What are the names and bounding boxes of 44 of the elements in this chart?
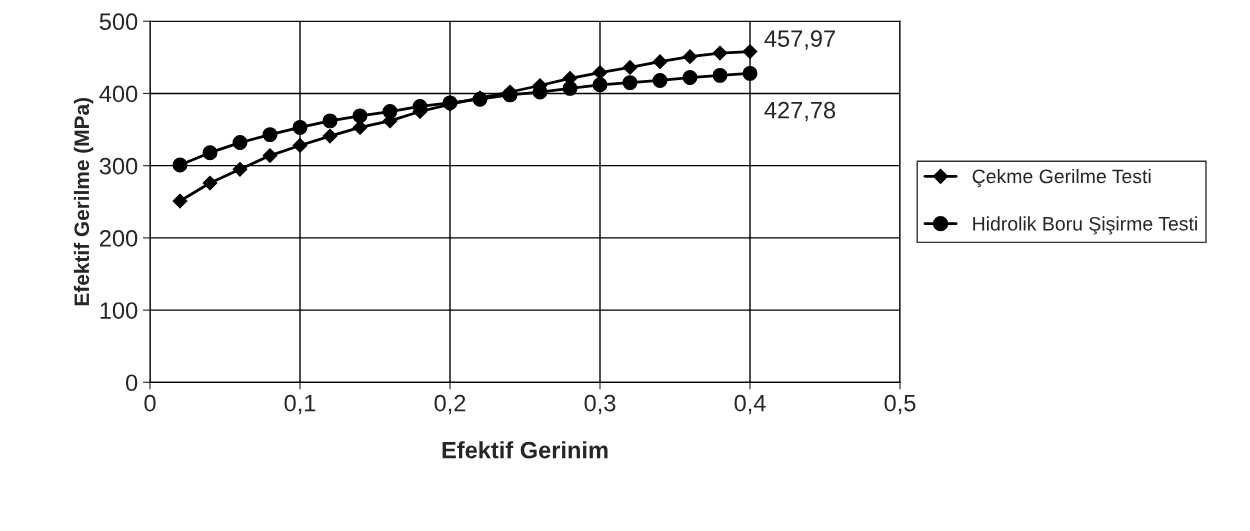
x-tick-label: 0,2	[434, 394, 466, 415]
y-tick-label: 0	[125, 374, 138, 392]
point	[712, 45, 728, 61]
point	[622, 75, 638, 91]
point	[322, 128, 338, 144]
y-tick-label: 400	[99, 85, 138, 103]
point	[592, 77, 608, 93]
point	[262, 127, 278, 143]
y-tick-label: 500	[99, 13, 138, 31]
point	[592, 65, 608, 80]
annotation: 457,97	[764, 30, 835, 50]
annotation: 427,78	[764, 101, 836, 122]
point	[742, 65, 758, 81]
legend-label: Çekme Gerilme Testi	[972, 168, 1151, 188]
point	[172, 193, 188, 209]
point	[742, 44, 758, 59]
point	[352, 120, 368, 135]
point	[172, 157, 188, 173]
point	[682, 49, 698, 65]
x-tick-label: 0	[144, 394, 156, 412]
x-axis-title: Efektif Gerinim	[442, 441, 608, 459]
x-tick-label: 0,5	[884, 394, 916, 415]
point	[322, 113, 338, 129]
x-tick-label: 0,4	[734, 394, 766, 415]
point	[352, 108, 368, 124]
point	[202, 175, 218, 191]
point	[232, 161, 248, 177]
legend-label: Hidrolik Boru Şişirme Testi	[973, 216, 1197, 235]
y-tick-label: 100	[100, 302, 138, 319]
point	[712, 67, 728, 83]
point	[292, 119, 308, 135]
x-tick-label: 0,3	[584, 394, 616, 415]
y-tick-label: 300	[99, 157, 138, 175]
y-tick-label: 200	[99, 229, 138, 247]
point	[682, 70, 698, 86]
x-tick-label: 0,1	[284, 394, 316, 415]
point	[622, 60, 638, 75]
point	[652, 72, 668, 88]
point	[232, 135, 248, 151]
point	[262, 148, 278, 163]
point	[292, 138, 308, 153]
point	[652, 54, 668, 70]
y-axis-title: Efektif Gerilme (MPa)	[73, 98, 94, 306]
point	[202, 145, 218, 161]
